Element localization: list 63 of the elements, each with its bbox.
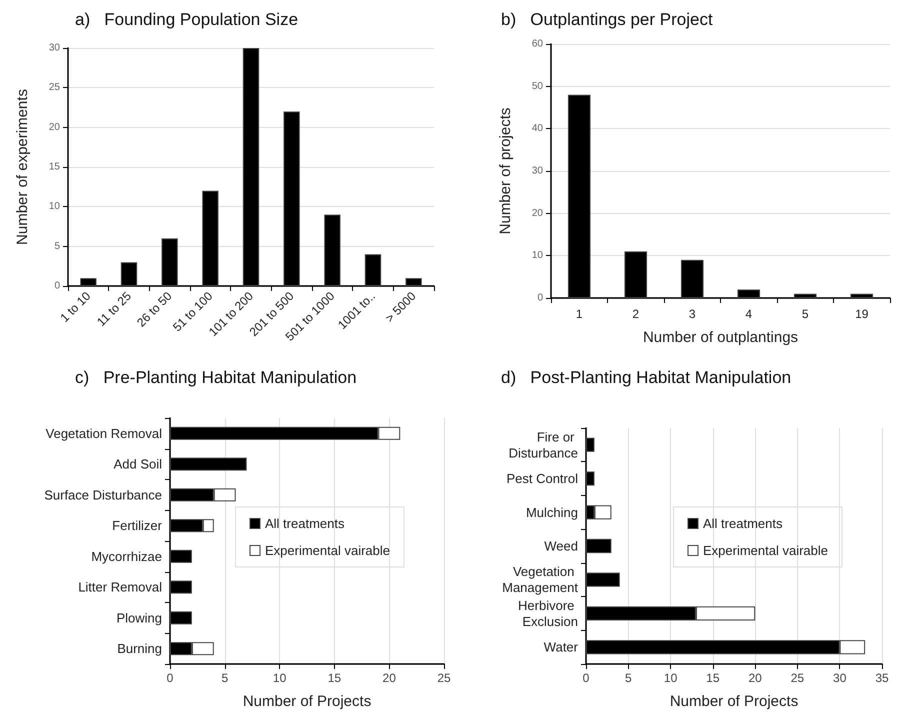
y-tick-label: 50 (532, 80, 544, 92)
legend-label: Experimental vairable (264, 543, 390, 558)
y-tick-label: Vegetation Management (502, 564, 578, 596)
x-tick-label: 4 (745, 307, 752, 321)
y-tick-label: 20 (532, 208, 544, 219)
y-tick-label: 15 (48, 162, 60, 172)
y-tick-label: 60 (532, 38, 544, 50)
y-tick-label: Water (544, 640, 579, 655)
y-tick-label: Fire or Disturbance (508, 429, 578, 460)
x-tick-label: 1 to 10 (57, 288, 94, 325)
x-tick-label: 20 (382, 671, 396, 685)
y-tick-label: Herbivore Exclusion (518, 598, 578, 629)
x-tick-label: 1 (576, 307, 583, 321)
y-tick-label: 25 (48, 82, 60, 94)
y-tick-label: 5 (54, 240, 60, 252)
y-axis-title: Number of experiments (14, 89, 31, 245)
legend-label: All treatments (264, 516, 345, 531)
x-tick-label: 15 (706, 671, 720, 685)
y-tick-label: Pest Control (506, 471, 578, 486)
x-tick-label: 0 (582, 671, 590, 685)
y-tick-label: Plowing (116, 610, 162, 626)
y-tick-label: Fertilizer (112, 518, 163, 534)
y-tick-label: 30 (48, 42, 60, 54)
y-tick-label: 30 (532, 166, 544, 176)
y-tick-label: Surface Disturbance (44, 487, 162, 502)
y-tick-label: Weed (544, 538, 578, 554)
x-tick-label: 15 (328, 671, 342, 685)
chart-title: a) Founding Population Size (75, 10, 298, 29)
legend-label: Experimental vairable (702, 543, 828, 558)
x-tick-label: 25 (437, 671, 451, 685)
x-tick-label: 5 (624, 671, 632, 685)
y-tick-label: Add Soil (114, 456, 162, 472)
x-tick-label: 20 (748, 671, 762, 685)
y-tick-label: 20 (48, 122, 60, 133)
x-tick-label: 5 (802, 307, 809, 321)
x-tick-label: 11 to 25 (94, 288, 134, 329)
y-tick-label: 0 (54, 280, 60, 292)
x-tick-label: 35 (875, 671, 889, 685)
x-tick-label: 0 (166, 671, 174, 685)
y-tick-label: Litter Removal (78, 580, 162, 595)
y-tick-label: Mulching (526, 504, 578, 520)
y-tick-label: Vegetation Removal (46, 426, 162, 441)
chart-title: c) Pre-Planting Habitat Manipulation (75, 368, 357, 387)
x-tick-label: 30 (833, 671, 847, 685)
y-tick-label: 10 (48, 201, 60, 212)
x-tick-label: 5 (221, 671, 228, 685)
x-axis-title: Number of Projects (670, 693, 798, 710)
y-axis-title: Number of projects (497, 108, 514, 234)
y-tick-label: Burning (117, 641, 162, 656)
legend-label: All treatments (702, 516, 783, 531)
x-tick-label: 2 (632, 307, 640, 321)
x-tick-label: 3 (688, 307, 696, 321)
y-tick-label: 40 (532, 123, 544, 134)
chart-title: b) Outplantings per Project (501, 10, 713, 29)
y-tick-label: Mycorrhizae (91, 548, 162, 564)
x-tick-label: 10 (664, 671, 678, 685)
x-axis-title: Number of Projects (242, 693, 372, 710)
x-tick-label: 25 (790, 671, 804, 685)
x-axis-title: Number of outplantings (642, 329, 798, 346)
chart-title: d) Post-Planting Habitat Manipulation (501, 368, 792, 387)
y-tick-label: 10 (532, 250, 544, 262)
x-tick-label: 10 (272, 671, 287, 685)
x-tick-label: 19 (855, 307, 869, 321)
